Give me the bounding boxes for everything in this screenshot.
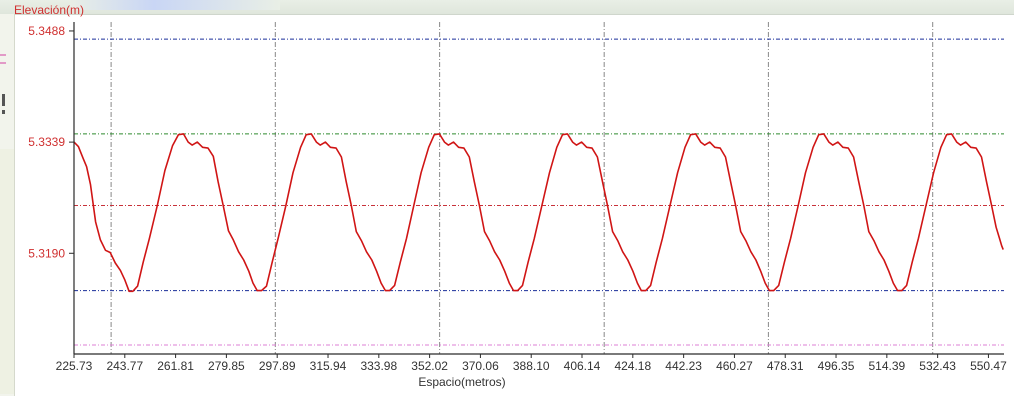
x-tick-label: 496.35 (818, 359, 855, 373)
left-panel-dark-mark (2, 94, 5, 106)
x-tick-labels: 225.73 243.77 261.81 279.85 297.89 315.94 333.… (56, 354, 1007, 373)
x-tick-label: 243.77 (106, 359, 143, 373)
x-tick-label: 388.10 (513, 359, 550, 373)
top-strip-highlight (70, 0, 280, 10)
x-tick-label: 297.89 (259, 359, 296, 373)
x-tick-label: 478.31 (767, 359, 804, 373)
left-panel-shade (0, 149, 14, 394)
x-tick-label: 424.18 (614, 359, 651, 373)
left-panel-dark-mark (2, 110, 5, 114)
y-tick-label: 5.3190 (28, 246, 65, 260)
y-tick-label: 5.3488 (28, 24, 65, 38)
x-tick-label: 333.98 (360, 359, 397, 373)
series-group (73, 133, 1004, 293)
x-tick-label: 352.02 (411, 359, 448, 373)
top-window-strip (0, 0, 1014, 15)
left-panel-pink-mark (0, 54, 6, 56)
x-tick-label: 460.27 (716, 359, 753, 373)
y-axis-label: Elevación(m) (14, 3, 84, 17)
left-panel-pink-mark (0, 62, 6, 64)
x-axis-label: Espacio(metros) (418, 375, 505, 389)
x-tick-label: 261.81 (157, 359, 194, 373)
y-tick-labels: 5.3488 5.3339 5.3190 (28, 24, 74, 260)
left-side-panel (0, 14, 15, 396)
x-tick-label: 315.94 (310, 359, 347, 373)
reference-lines (74, 38, 1004, 346)
elevation-series-line (73, 133, 1004, 293)
x-tick-label: 442.23 (665, 359, 702, 373)
x-tick-label: 550.47 (970, 359, 1007, 373)
x-tick-label: 532.43 (919, 359, 956, 373)
x-tick-label: 406.14 (564, 359, 601, 373)
x-tick-label: 279.85 (208, 359, 245, 373)
x-tick-label: 370.06 (462, 359, 499, 373)
x-tick-label: 225.73 (56, 359, 93, 373)
y-tick-label: 5.3339 (28, 135, 65, 149)
plot-area (74, 22, 1004, 354)
x-tick-label: 514.39 (868, 359, 905, 373)
